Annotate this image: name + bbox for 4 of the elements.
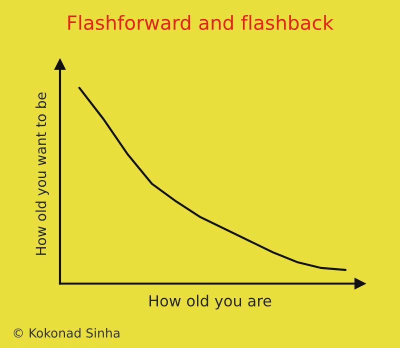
chart-title: Flashforward and flashback xyxy=(68,14,334,30)
y-axis-title: How old you want to be xyxy=(35,92,49,255)
text: © Kokonad Sinha xyxy=(14,328,120,338)
x-axis-title: How old you are xyxy=(150,294,272,310)
